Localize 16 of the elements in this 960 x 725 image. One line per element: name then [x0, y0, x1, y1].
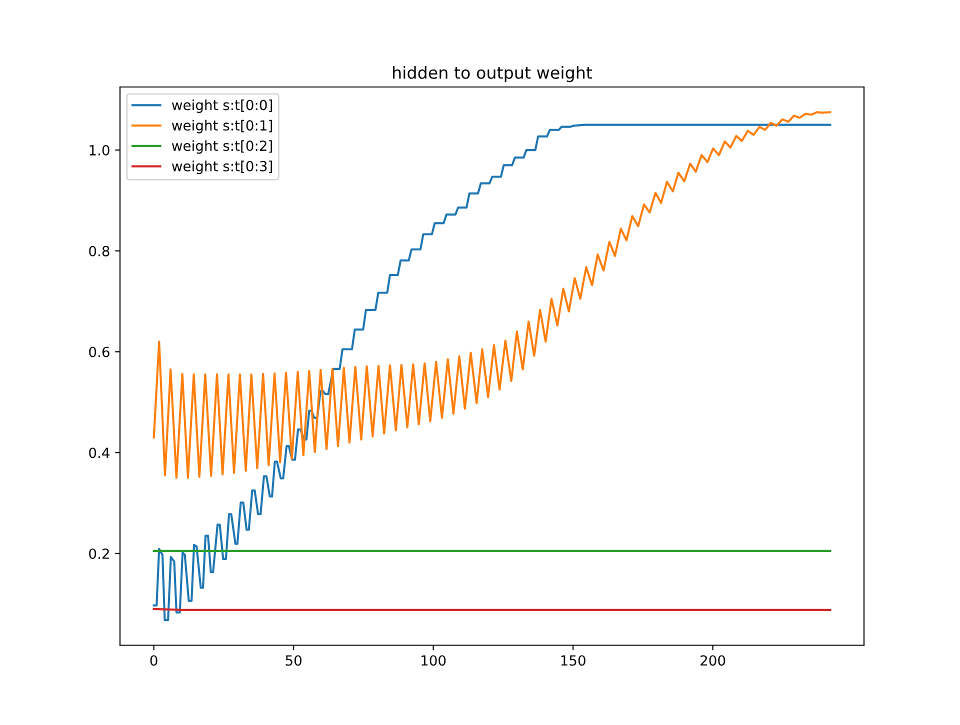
line-series	[152, 111, 832, 479]
legend-label: weight s:t[0:1]	[172, 120, 272, 134]
x-tick-label: 200	[700, 655, 726, 666]
x-tick-label: 0	[150, 655, 158, 666]
y-tick-label: 0.4	[89, 448, 110, 458]
chart-title: hidden to output weight	[393, 66, 592, 82]
x-tick-label: 100	[422, 655, 446, 666]
x-tick-label: 50	[286, 655, 302, 666]
y-tick-label: 0.8	[89, 246, 110, 256]
y-tick-label: 0.2	[89, 548, 109, 559]
x-tick-label: 150	[561, 655, 586, 666]
legend-label: weight s:t[0:0]	[172, 100, 272, 113]
legend-label: weight s:t[0:3]	[172, 160, 272, 174]
y-tick-label: 0.6	[89, 346, 110, 358]
y-tick-label: 1.0	[90, 145, 110, 156]
legend-label: weight s:t[0:2]	[172, 140, 272, 154]
